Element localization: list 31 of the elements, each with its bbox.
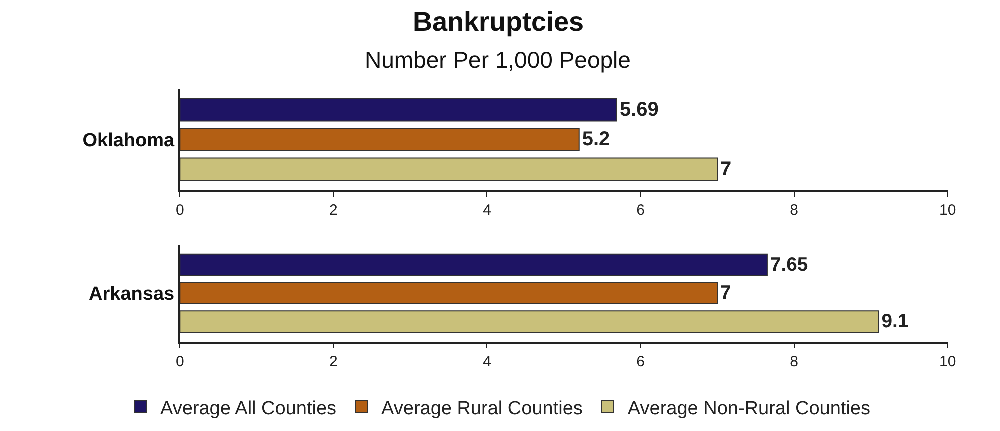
x-tick-label: 10 bbox=[940, 202, 956, 219]
data-label: 7 bbox=[720, 282, 732, 304]
x-tick-label: 6 bbox=[636, 354, 645, 371]
x-tick-label: 6 bbox=[636, 202, 645, 219]
data-label: 5.2 bbox=[582, 128, 610, 151]
x-tick-label: 10 bbox=[940, 354, 956, 371]
data-label: 7 bbox=[720, 158, 732, 180]
bar bbox=[180, 128, 580, 152]
chart-title: Bankruptcies bbox=[413, 7, 584, 37]
chart-subtitle: Number Per 1,000 People bbox=[365, 47, 631, 73]
legend-label: Average Rural Counties bbox=[382, 398, 583, 420]
x-tick-label: 0 bbox=[176, 354, 184, 371]
bar bbox=[180, 310, 880, 333]
x-tick-label: 8 bbox=[790, 354, 798, 371]
data-label: 5.69 bbox=[620, 99, 659, 122]
y-tick-label: Arkansas bbox=[89, 284, 175, 306]
x-tick-label: 8 bbox=[790, 202, 798, 219]
data-label: 9.1 bbox=[882, 310, 909, 333]
legend-label: Average Non-Rural Counties bbox=[628, 398, 870, 420]
bar bbox=[180, 282, 718, 305]
x-tick-label: 2 bbox=[330, 354, 338, 371]
bar bbox=[180, 254, 768, 276]
x-tick-label: 4 bbox=[483, 202, 492, 219]
x-tick-label: 0 bbox=[176, 202, 184, 219]
bar bbox=[180, 98, 618, 122]
legend-label: Average All Counties bbox=[160, 398, 337, 420]
y-tick-label: Oklahoma bbox=[82, 130, 176, 152]
data-label: 7.65 bbox=[770, 254, 808, 276]
x-tick-label: 2 bbox=[330, 202, 338, 219]
x-tick-label: 4 bbox=[483, 354, 492, 371]
bar bbox=[180, 158, 718, 181]
